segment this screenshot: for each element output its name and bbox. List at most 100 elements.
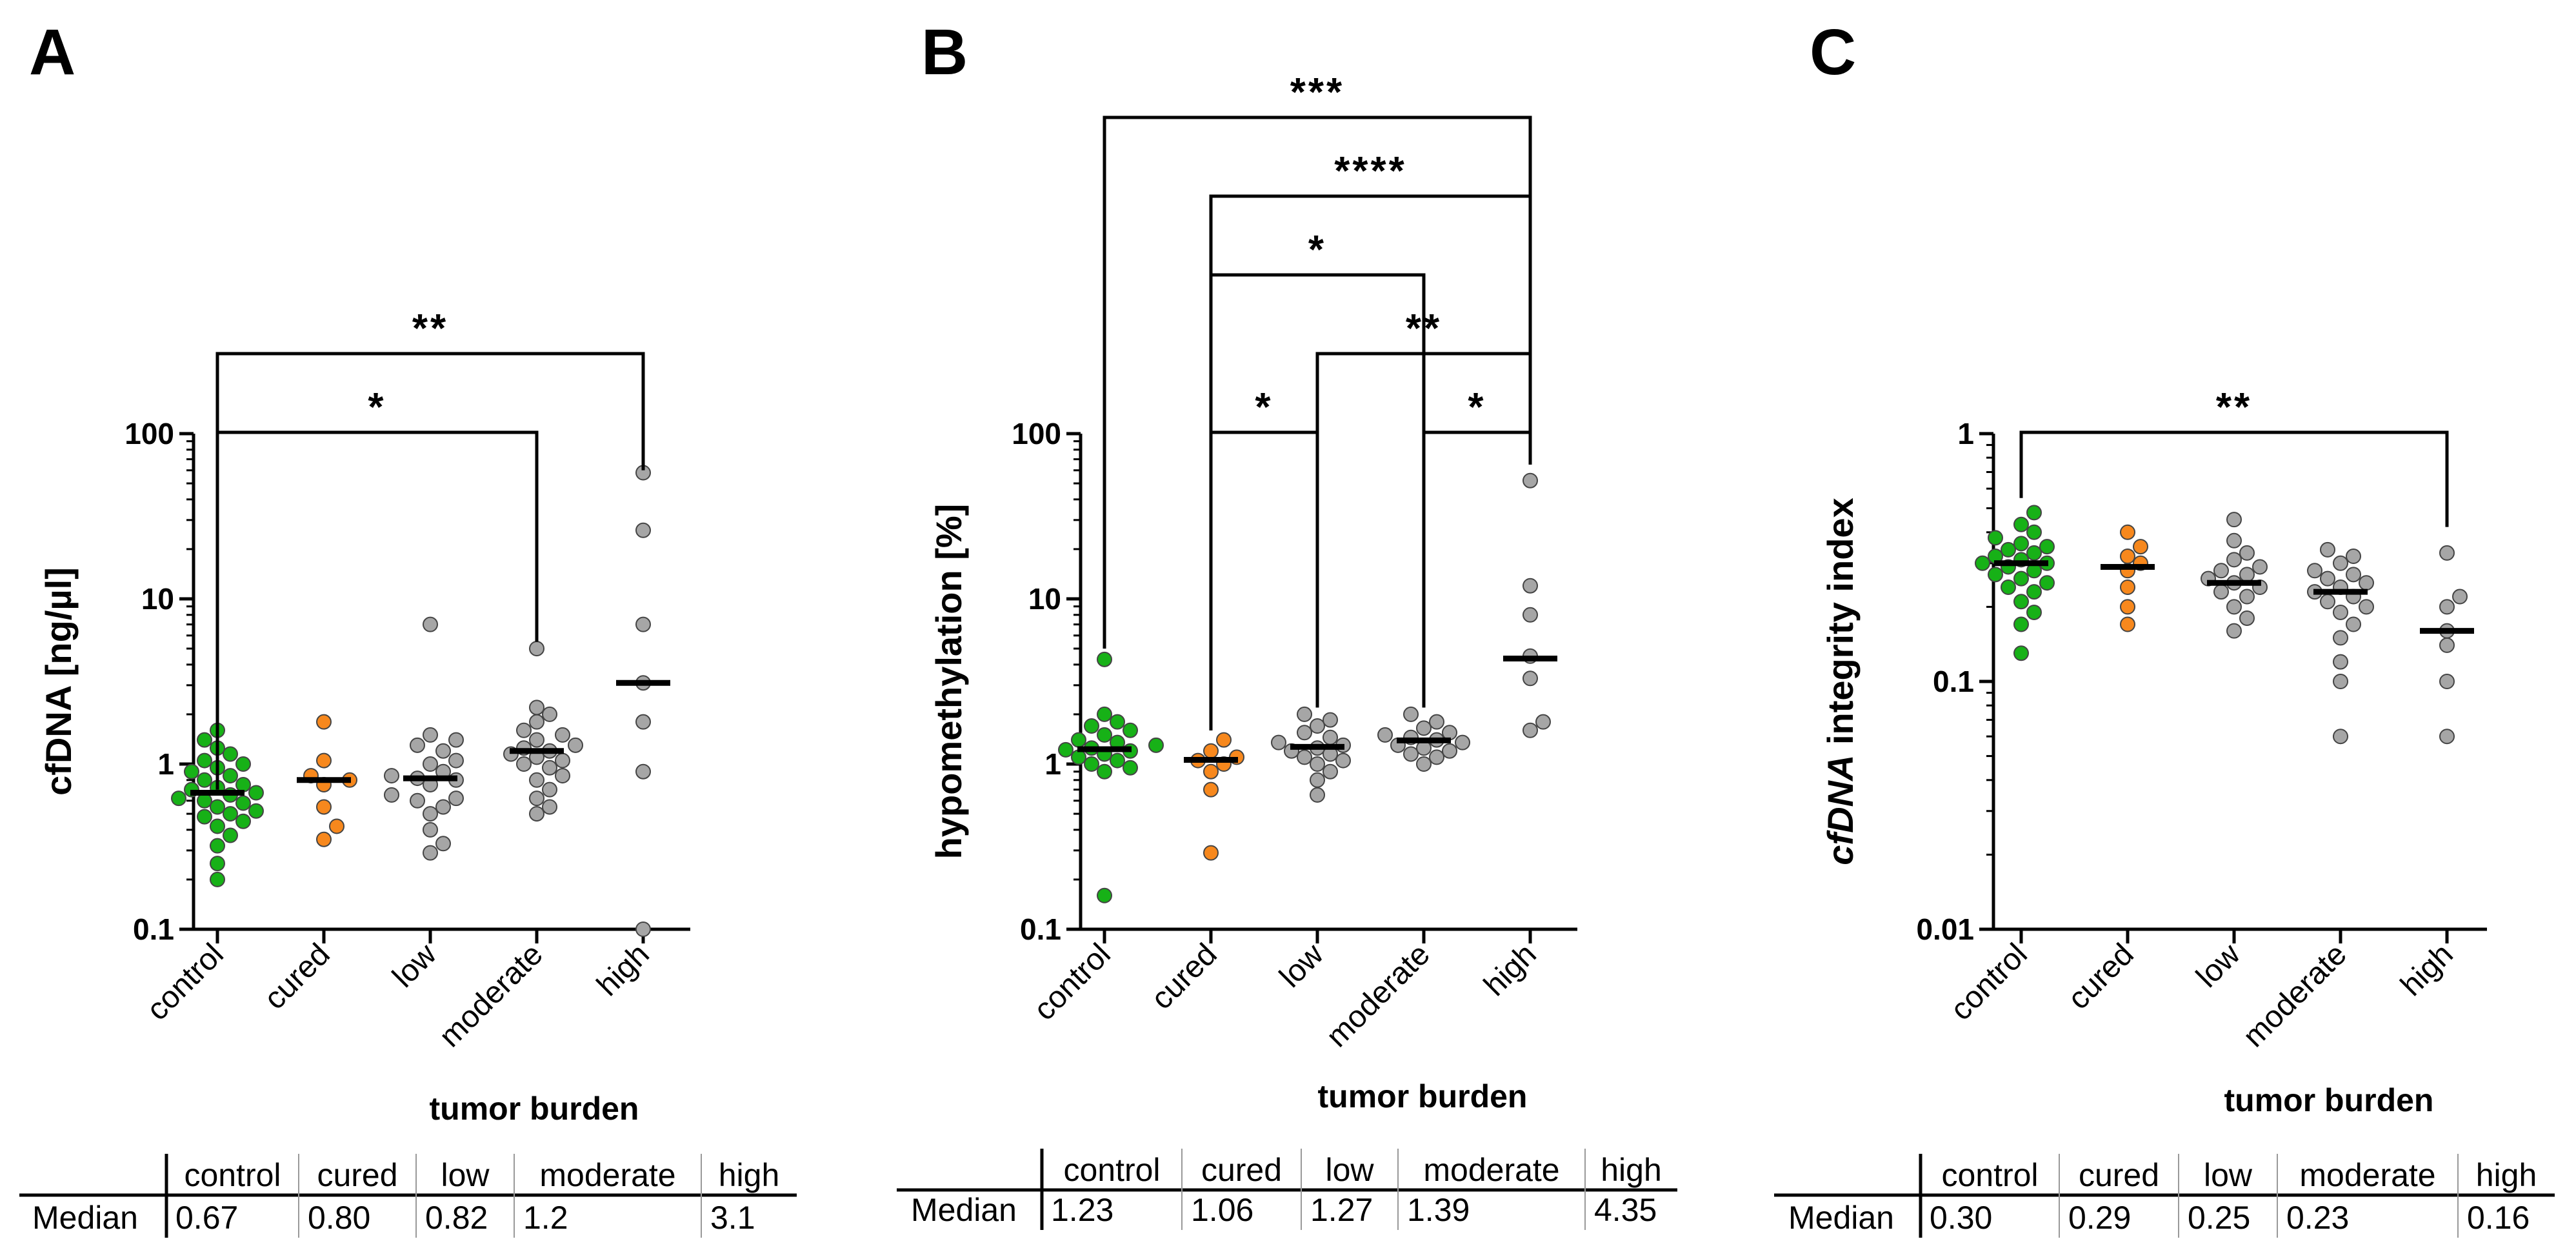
y-axis-label-italic: cfDNA [1820, 755, 1861, 865]
data-point-control [1988, 530, 2003, 546]
data-point-low [423, 806, 438, 822]
table-header-cell: moderate [539, 1157, 675, 1193]
data-point-cured [1216, 732, 1232, 748]
table-value-cell: 4.35 [1594, 1192, 1657, 1228]
data-point-low [2213, 563, 2229, 579]
data-point-moderate [2346, 616, 2361, 632]
y-axis-label-text: hypomethylation [%] [928, 504, 969, 860]
x-tick-label: cured [2061, 937, 2140, 1016]
data-point-control [1975, 555, 1990, 571]
significance-bracket [1209, 430, 1319, 730]
data-point-low [410, 737, 425, 753]
data-point-control [2001, 541, 2016, 558]
y-tick-label: 0.1 [1933, 665, 1974, 698]
data-point-moderate [542, 760, 557, 776]
data-point-low [2252, 559, 2268, 575]
data-point-control [1148, 737, 1164, 753]
table-value-cell: 1.06 [1191, 1192, 1253, 1228]
data-point-cured [2120, 579, 2135, 595]
data-point-low [1310, 772, 1325, 788]
x-tick-label: moderate [1320, 937, 1437, 1054]
data-point-low [448, 791, 464, 807]
data-point-low [435, 836, 451, 852]
data-point-moderate [529, 732, 544, 748]
data-point-moderate [555, 752, 570, 769]
table-header-cell: low [1325, 1152, 1374, 1188]
data-point-control [223, 806, 238, 822]
table-header-cell: moderate [1423, 1152, 1559, 1188]
data-point-moderate [516, 722, 532, 738]
data-point-moderate [2320, 594, 2335, 610]
table-row-label: Median [1788, 1200, 1894, 1236]
table-value-cell: 0.82 [425, 1200, 488, 1236]
y-axis-label: hypomethylation [%] [928, 504, 969, 860]
x-tick-label: cured [257, 937, 336, 1016]
x-axis-label: tumor burden [430, 1091, 639, 1127]
data-point-low [384, 787, 399, 803]
significance-bracket [1103, 116, 1532, 649]
data-point-low [2226, 512, 2242, 528]
data-point-cured [2120, 549, 2135, 565]
data-point-control [197, 752, 212, 769]
data-point-moderate [529, 641, 544, 657]
x-tick-label: cured [1144, 937, 1223, 1016]
y-tick-label: 10 [141, 582, 174, 616]
data-point-high [2439, 729, 2455, 745]
table-header-cell: control [184, 1157, 281, 1193]
data-point-moderate [2346, 549, 2361, 565]
data-point-control [210, 856, 225, 872]
data-point-control [223, 746, 238, 762]
data-point-control [248, 785, 264, 801]
table-value-cell: 0.29 [2068, 1200, 2131, 1236]
data-point-control [197, 809, 212, 825]
data-point-control [2001, 579, 2016, 595]
data-point-control [1058, 741, 1073, 758]
data-point-low [435, 799, 451, 815]
table-header-cell: low [441, 1157, 490, 1193]
x-tick-label: high [2394, 937, 2460, 1003]
data-point-moderate [1455, 734, 1470, 750]
data-point-low [1297, 749, 1312, 765]
x-tick-label: high [1477, 937, 1543, 1003]
data-point-low [1297, 725, 1312, 741]
data-point-control [223, 768, 238, 784]
data-point-control [1071, 749, 1086, 765]
data-point-low [448, 732, 464, 748]
data-point-moderate [542, 799, 557, 815]
data-point-moderate [1403, 746, 1419, 762]
data-point-moderate [529, 806, 544, 822]
data-point-high [635, 522, 651, 538]
data-point-moderate [2320, 541, 2335, 558]
data-point-cured [1203, 763, 1219, 780]
data-point-high [1523, 722, 1538, 738]
x-tick-label: control [1027, 937, 1117, 1027]
y-tick-label: 100 [125, 417, 174, 450]
x-tick-label: low [386, 937, 443, 994]
y-axis-label-text: cfDNA [ng/µl] [38, 567, 79, 796]
data-point-moderate [2333, 604, 2348, 620]
table-value-cell: 0.67 [175, 1200, 238, 1236]
data-point-low [2226, 599, 2242, 615]
significance-bracket [215, 430, 539, 790]
median-table: Median control 0.67 cured 0.80 low 0.82 moderat… [19, 1154, 797, 1238]
data-point-high [2439, 637, 2455, 653]
table-row-label: Median [32, 1200, 138, 1236]
data-point-control [2013, 516, 2029, 532]
table-value-cell: 0.30 [1930, 1200, 1992, 1236]
x-tick-label: moderate [2237, 937, 2353, 1054]
data-point-moderate [555, 727, 570, 743]
data-point-moderate [1429, 714, 1444, 730]
data-point-high [2439, 545, 2455, 561]
data-point-control [235, 795, 251, 811]
data-point-low [423, 756, 438, 772]
table-value-cell: 1.27 [1310, 1192, 1373, 1228]
table-value-cell: 3.1 [710, 1200, 755, 1236]
data-point-low [1297, 706, 1312, 722]
data-point-moderate [1416, 756, 1432, 772]
data-point-cured [2133, 539, 2148, 555]
table-header-cell: control [1941, 1157, 2038, 1193]
data-point-high [1535, 714, 1551, 730]
table-row-label: Median [911, 1192, 1017, 1228]
data-point-moderate [1403, 706, 1419, 722]
table-header-cell: high [1601, 1152, 1662, 1188]
